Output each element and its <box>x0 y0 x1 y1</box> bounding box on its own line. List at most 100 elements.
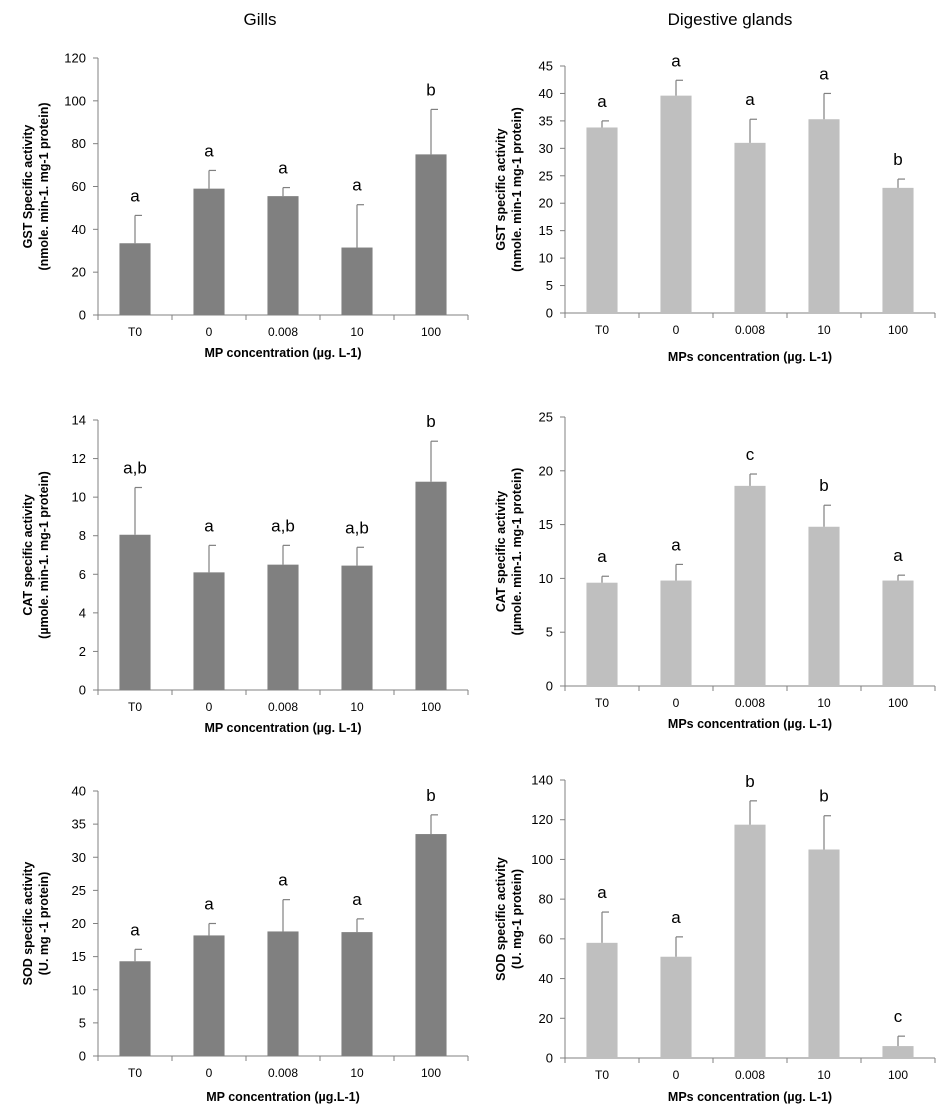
digestive-gst-bar <box>882 187 914 313</box>
gills-gst-chart: 0 20 40 60 80 100 120 a T0 a 0 a 0.008 a 10 b 100 MP conc… <box>21 51 469 360</box>
digestive-gst-bar <box>734 142 766 313</box>
gills-sod-bar <box>341 932 373 1056</box>
gills-gst-bar <box>267 196 299 315</box>
digestive-sod-y-tick-label: 120 <box>531 812 553 827</box>
gills-cat-significance-letter: b <box>426 412 435 431</box>
gills-cat-y-axis-title: (µmole. min-1. mg-1 protein) <box>37 471 51 639</box>
digestive-cat-significance-letter: b <box>819 476 828 495</box>
gills-cat-y-tick-label: 12 <box>72 451 86 466</box>
gills-sod-bar <box>193 935 225 1056</box>
gills-sod-y-tick-label: 5 <box>79 1015 86 1030</box>
gills-gst-bar <box>119 243 151 315</box>
gills-cat-y-axis-title: CAT specific activity <box>21 494 35 615</box>
gills-gst-x-tick-label: 0.008 <box>268 325 298 339</box>
digestive-gst-y-tick-label: 15 <box>539 223 553 238</box>
digestive-gst-significance-letter: a <box>745 90 755 109</box>
gills-sod-significance-letter: a <box>130 920 140 939</box>
gills-sod-y-tick-label: 15 <box>72 949 86 964</box>
gills-sod-y-tick-label: 35 <box>72 817 86 832</box>
digestive-sod-significance-letter: b <box>819 787 828 806</box>
digestive-cat-bar <box>808 526 840 686</box>
digestive-sod-y-tick-label: 140 <box>531 773 553 788</box>
gills-cat-x-axis-title: MP concentration (µg. L-1) <box>205 721 362 735</box>
digestive-gst-x-tick-label: 10 <box>817 323 831 337</box>
digestive-sod-y-tick-label: 100 <box>531 852 553 867</box>
gills-sod-y-tick-label: 30 <box>72 850 86 865</box>
gills-cat-bar <box>119 534 151 690</box>
gills-gst-x-tick-label: 0 <box>206 325 213 339</box>
digestive-cat-bar <box>734 485 766 686</box>
digestive-gst-x-tick-label: 0.008 <box>735 323 765 337</box>
gills-cat-significance-letter: a,b <box>345 518 369 537</box>
digestive-cat-x-tick-label: T0 <box>595 696 609 710</box>
gills-cat-x-tick-label: 0.008 <box>268 700 298 714</box>
digestive-cat-bar <box>882 580 914 686</box>
digestive-sod-significance-letter: a <box>671 908 681 927</box>
gills-sod-y-tick-label: 0 <box>79 1049 86 1064</box>
digestive-gst-significance-letter: a <box>597 92 607 111</box>
gills-cat-y-tick-label: 4 <box>79 605 86 620</box>
digestive-cat-bar <box>586 582 618 686</box>
gills-gst-significance-letter: a <box>130 186 140 205</box>
gills-gst-significance-letter: a <box>204 141 214 160</box>
gills-sod-x-tick-label: T0 <box>128 1066 142 1080</box>
digestive-glands-column-title: Digestive glands <box>667 10 793 29</box>
digestive-sod-y-tick-label: 20 <box>539 1011 553 1026</box>
digestive-cat-significance-letter: a <box>671 535 681 554</box>
digestive-sod-significance-letter: b <box>745 772 754 791</box>
digestive-cat-y-axis-title: (µmole. min-1. mg-1 protein) <box>510 468 524 636</box>
gills-gst-x-tick-label: 10 <box>350 325 364 339</box>
gills-cat-x-tick-label: 100 <box>421 700 441 714</box>
digestive-gst-significance-letter: a <box>671 51 681 70</box>
gills-cat-y-tick-label: 0 <box>79 683 86 698</box>
digestive-gst-x-tick-label: 100 <box>888 323 908 337</box>
gills-cat-significance-letter: a,b <box>271 516 295 535</box>
gills-sod-y-tick-label: 40 <box>72 784 86 799</box>
digestive-cat-y-tick-label: 25 <box>539 410 553 425</box>
gills-sod-y-axis-title: SOD specific activity <box>21 862 35 986</box>
gills-gst-x-axis-title: MP concentration (µg. L-1) <box>205 346 362 360</box>
digestive-gst-y-tick-label: 30 <box>539 141 553 156</box>
digestive-sod-x-tick-label: 0.008 <box>735 1068 765 1082</box>
gills-sod-bar <box>119 961 151 1056</box>
digestive-gst-x-tick-label: 0 <box>673 323 680 337</box>
digestive-sod-x-tick-label: 100 <box>888 1068 908 1082</box>
digestive-sod-y-axis-title: SOD specific activity <box>494 857 508 981</box>
gills-cat-chart: 0 2 4 6 8 10 12 14 a,b T0 a 0 a,b 0.008 a,b 10 b 100 MP co… <box>21 412 469 735</box>
digestive-cat-x-tick-label: 10 <box>817 696 831 710</box>
gills-gst-x-tick-label: T0 <box>128 325 142 339</box>
digestive-gst-y-tick-label: 25 <box>539 168 553 183</box>
gills-gst-bar <box>341 247 373 315</box>
gills-sod-y-tick-label: 20 <box>72 916 86 931</box>
digestive-gst-significance-letter: a <box>819 64 829 83</box>
gills-sod-x-tick-label: 0 <box>206 1066 213 1080</box>
digestive-gst-bar <box>586 127 618 313</box>
gills-sod-y-tick-label: 10 <box>72 982 86 997</box>
digestive-cat-y-tick-label: 10 <box>539 571 553 586</box>
gills-cat-bar <box>267 564 299 690</box>
gills-cat-x-tick-label: 10 <box>350 700 364 714</box>
gills-sod-significance-letter: a <box>352 890 362 909</box>
gills-gst-y-axis-title: (nmole. min-1. mg-1 protein) <box>37 102 51 270</box>
gills-sod-x-tick-label: 10 <box>350 1066 364 1080</box>
gills-sod-y-axis-title: (U. mg -1 protein) <box>37 872 51 975</box>
gills-sod-significance-letter: b <box>426 786 435 805</box>
digestive-gst-y-axis-title: GST specific activity <box>494 128 508 250</box>
gills-cat-x-tick-label: T0 <box>128 700 142 714</box>
digestive-gst-y-tick-label: 35 <box>539 113 553 128</box>
gills-gst-significance-letter: a <box>278 159 288 178</box>
gills-cat-significance-letter: a,b <box>123 459 147 478</box>
digestive-sod-significance-letter: c <box>894 1007 903 1026</box>
digestive-cat-y-tick-label: 15 <box>539 517 553 532</box>
digestive-cat-significance-letter: a <box>893 546 903 565</box>
gills-gst-y-tick-label: 40 <box>72 222 86 237</box>
digestive-sod-y-tick-label: 0 <box>546 1051 553 1066</box>
gills-sod-significance-letter: a <box>204 895 214 914</box>
digestive-sod-x-tick-label: 0 <box>673 1068 680 1082</box>
digestive-sod-y-tick-label: 40 <box>539 971 553 986</box>
digestive-gst-y-axis-title: (nmole. min-1 mg-1 protein) <box>510 107 524 272</box>
digestive-cat-significance-letter: c <box>746 445 755 464</box>
gills-sod-y-tick-label: 25 <box>72 883 86 898</box>
digestive-gst-y-tick-label: 0 <box>546 306 553 321</box>
gills-sod-significance-letter: a <box>278 871 288 890</box>
